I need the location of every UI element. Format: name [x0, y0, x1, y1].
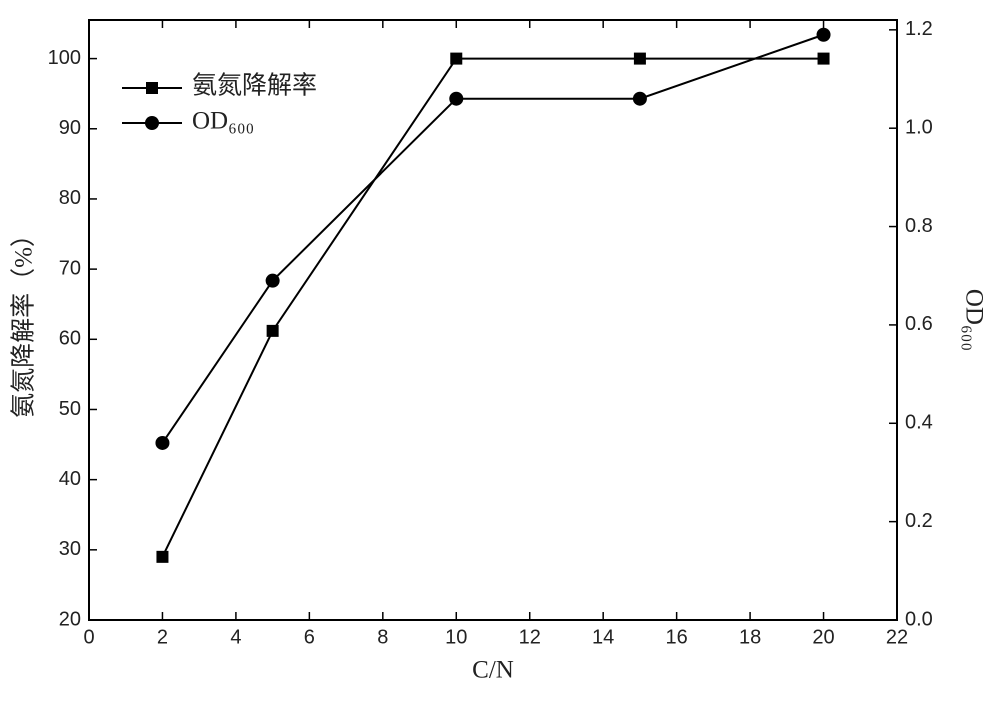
y2-tick-label: 0.8 — [905, 215, 933, 237]
y2-tick-label: 1.2 — [905, 18, 933, 40]
y-tick-label: 20 — [59, 608, 81, 630]
x-tick-label: 2 — [157, 626, 168, 648]
y-tick-label: 50 — [59, 398, 81, 420]
legend-label: 氨氮降解率 — [192, 72, 317, 100]
x-tick-label: 16 — [666, 626, 688, 648]
x-tick-label: 4 — [230, 626, 241, 648]
y-tick-label: 90 — [59, 117, 81, 139]
x-tick-label: 8 — [377, 626, 388, 648]
marker-circle — [632, 91, 647, 106]
y-tick-label: 60 — [59, 328, 81, 350]
x-tick-label: 14 — [592, 626, 614, 648]
x-tick-label: 20 — [812, 626, 834, 648]
marker-square — [450, 52, 463, 65]
x-tick-label: 0 — [83, 626, 94, 648]
y2-tick-label: 0.2 — [905, 510, 933, 532]
legend-label: OD₆₀₀ — [192, 108, 254, 135]
marker-circle — [816, 27, 831, 42]
x-tick-label: 18 — [739, 626, 761, 648]
y-tick-label: 80 — [59, 187, 81, 209]
y2-tick-label: 0.0 — [905, 608, 933, 630]
marker-square — [156, 550, 169, 563]
x-tick-label: 10 — [445, 626, 467, 648]
marker-circle — [449, 91, 464, 106]
x-axis-label: C/N — [472, 657, 514, 684]
y-tick-label: 100 — [48, 47, 81, 69]
x-tick-label: 12 — [519, 626, 541, 648]
y2-tick-label: 0.4 — [905, 412, 933, 434]
y-tick-label: 30 — [59, 538, 81, 560]
legend-marker — [146, 82, 158, 94]
y2-tick-label: 1.0 — [905, 116, 933, 138]
y-axis-label: 氨氮降解率（%） — [10, 222, 38, 418]
x-tick-label: 22 — [886, 626, 908, 648]
y2-tick-label: 0.6 — [905, 313, 933, 335]
series-line — [161, 57, 824, 558]
plot-frame — [88, 19, 898, 621]
marker-square — [633, 52, 646, 65]
y-tick-label: 70 — [59, 257, 81, 279]
marker-square — [266, 324, 279, 337]
marker-square — [817, 52, 830, 65]
y2-axis-label: OD₆₀₀ — [960, 289, 987, 351]
marker-circle — [155, 435, 170, 450]
x-tick-label: 6 — [304, 626, 315, 648]
y-tick-label: 40 — [59, 468, 81, 490]
marker-circle — [265, 273, 280, 288]
legend-marker — [145, 116, 159, 130]
